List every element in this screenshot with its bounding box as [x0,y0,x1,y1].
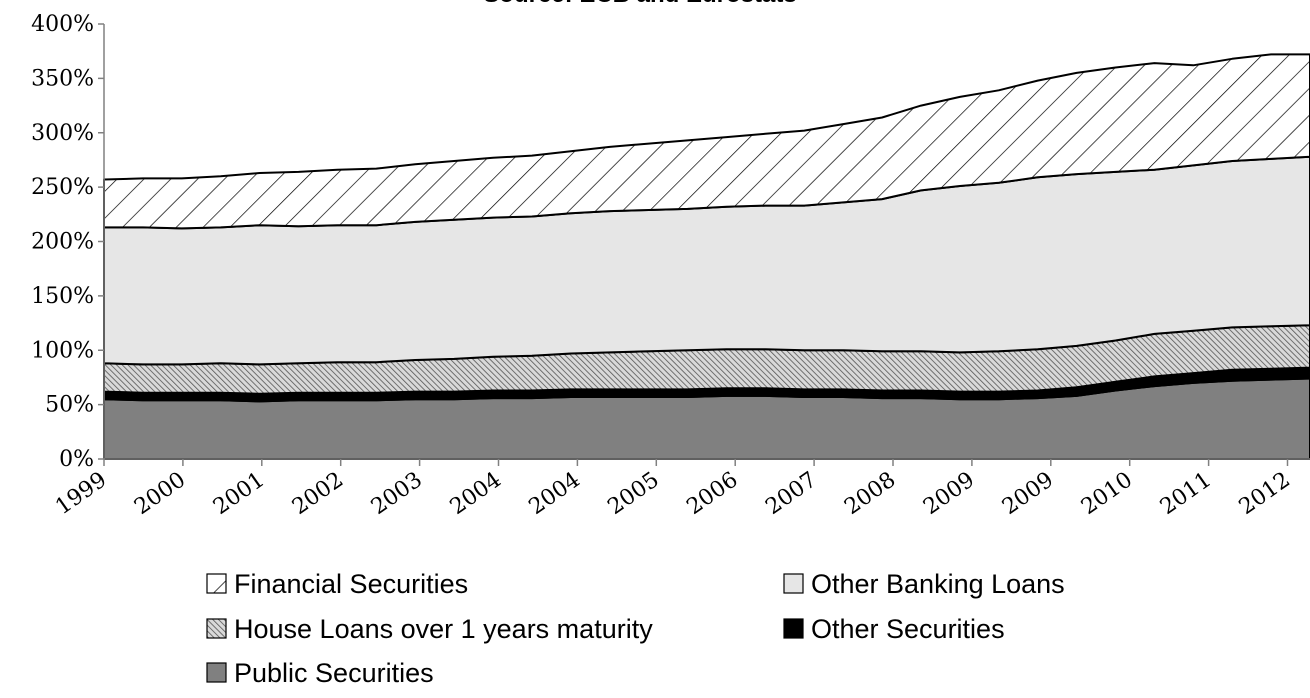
legend-label: Public Securities [234,658,434,688]
legend: Financial Securities Other Banking Loans H… [206,569,1065,688]
y-tick-label: 100% [31,338,94,363]
x-tick-label: 2005 [604,467,664,520]
series-areas [103,53,1310,460]
legend-swatch [206,662,227,683]
legend-swatch [206,618,227,639]
x-tick-label: 2001 [209,467,269,520]
x-tick-label: 2009 [998,467,1058,520]
y-tick-label: 350% [31,66,94,91]
x-tick-label: 2002 [288,467,348,520]
y-tick-label: 150% [31,284,94,309]
legend-label: Other Securities [811,614,1005,644]
x-tick-label: 2000 [130,467,190,520]
legend-label: House Loans over 1 years maturity [234,614,653,644]
legend-swatch [206,573,227,594]
y-axis-ticks: 0% 50% 100% 150% 200% 250% 300% 350% 400% [31,12,104,472]
chart-title: Source: ECB and Eurostats [483,0,796,8]
x-tick-label: 1999 [51,467,111,520]
area-series-4 [103,53,1310,230]
x-tick-label: 2004 [446,467,506,520]
y-tick-label: 300% [31,121,94,146]
x-axis-ticks: 1999 2000 2001 2002 2003 2004 2004 2005 2006 2007… [51,459,1295,520]
legend-swatch [783,618,804,639]
x-tick-label: 2007 [761,467,821,520]
x-tick-label: 2004 [525,467,585,520]
y-tick-label: 250% [31,175,94,200]
x-tick-label: 2009 [919,467,979,520]
legend-label: Other Banking Loans [811,569,1065,599]
x-tick-label: 2008 [840,467,900,520]
x-tick-label: 2011 [1156,467,1216,520]
y-tick-label: 50% [45,393,94,418]
legend-label: Financial Securities [234,569,468,599]
x-tick-label: 2003 [367,467,427,520]
y-tick-label: 400% [31,12,94,37]
x-tick-label: 2012 [1235,467,1295,520]
y-tick-label: 200% [31,230,94,255]
x-tick-label: 2006 [682,467,742,520]
y-tick-label: 0% [59,447,94,472]
legend-swatch [783,573,804,594]
x-tick-label: 2010 [1077,467,1137,520]
